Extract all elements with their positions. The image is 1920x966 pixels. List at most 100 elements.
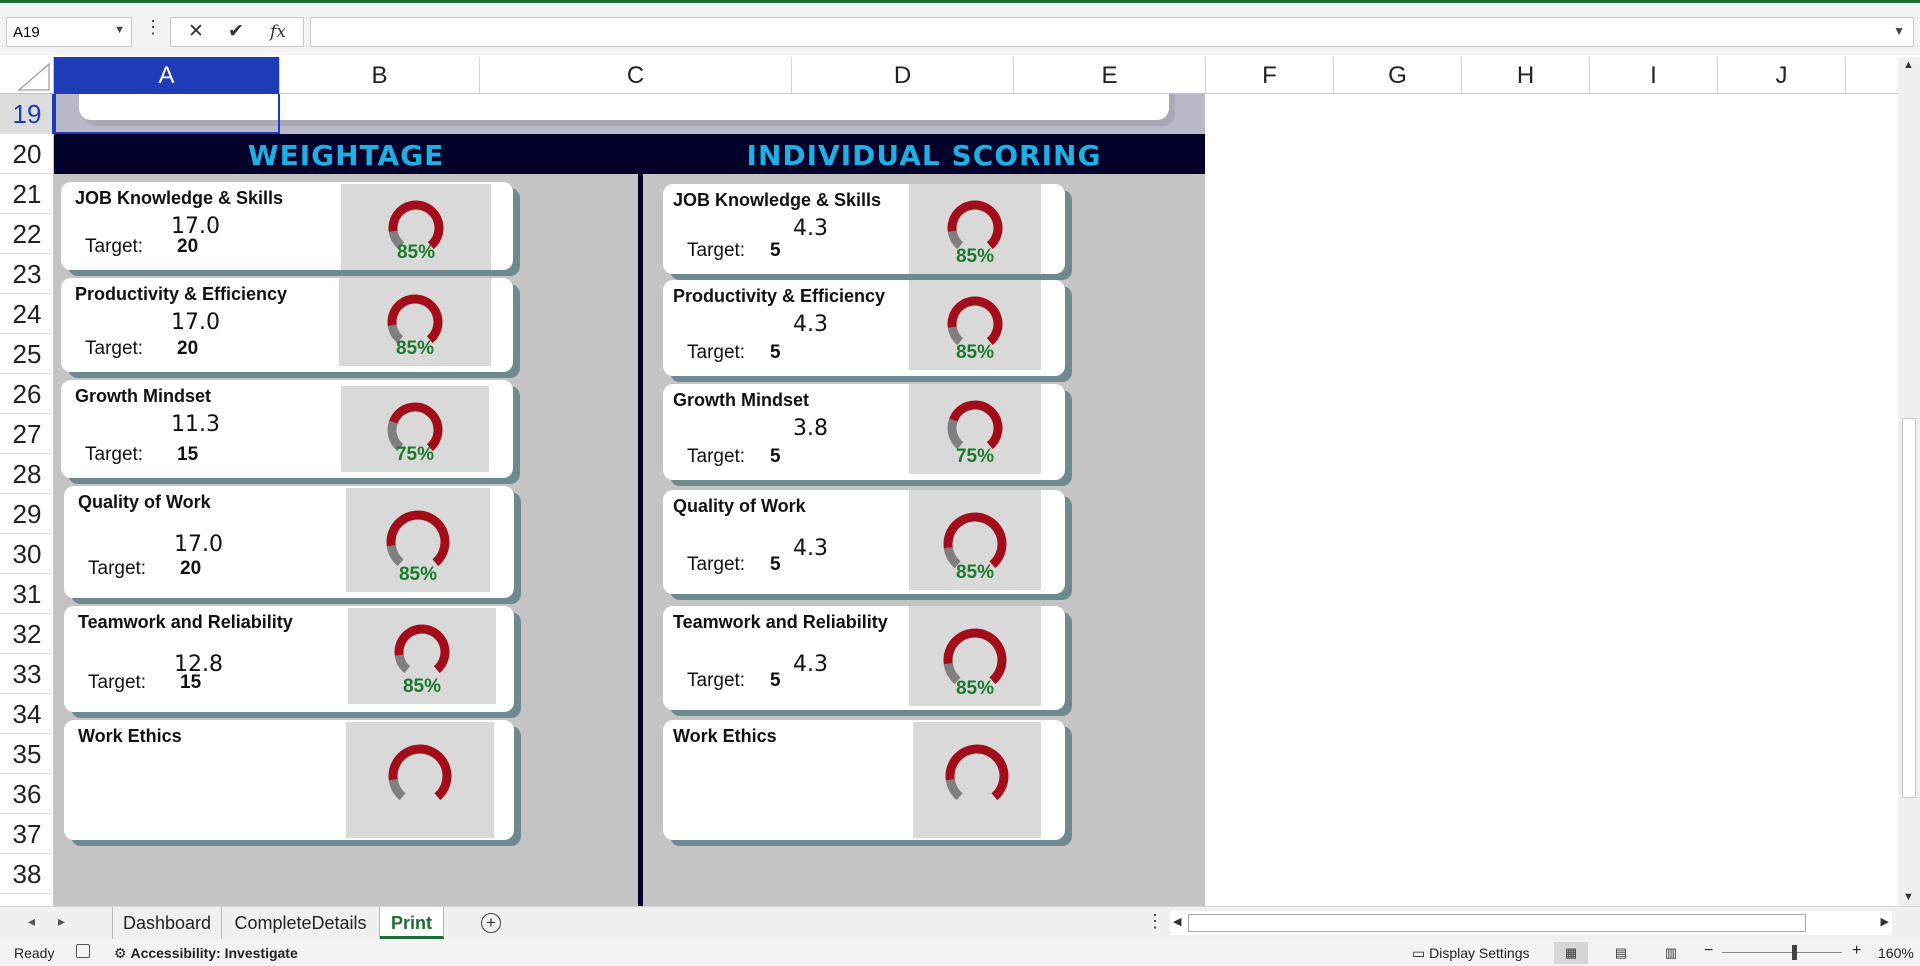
scroll-up-icon[interactable]: ▲ [1903, 59, 1914, 71]
zoom-in-icon[interactable]: + [1852, 942, 1862, 959]
name-box[interactable]: A19 ▼ [6, 17, 132, 47]
chevron-down-icon[interactable]: ▼ [114, 24, 125, 36]
cancel-icon[interactable]: ✕ [188, 21, 204, 42]
status-ready: Ready [14, 945, 55, 961]
vertical-scrollbar[interactable]: ▲ ▼ [1898, 57, 1920, 906]
scoring-card[interactable]: Work Ethics [663, 720, 1065, 840]
card-value: 4.3 [793, 536, 828, 561]
weightage-card[interactable]: Quality of Work 17.0 Target: 20 85% [64, 486, 514, 598]
scoring-card[interactable]: Quality of Work 4.3 Target: 5 85% [663, 490, 1065, 594]
row-header-20[interactable]: 20 [0, 134, 54, 174]
column-header-g[interactable]: G [1334, 57, 1462, 94]
card-title: Teamwork and Reliability [673, 612, 888, 632]
horizontal-scrollbar[interactable]: ◀ ▶ [1170, 911, 1892, 935]
target-label: Target: [687, 342, 746, 363]
enter-icon[interactable]: ✔ [228, 21, 244, 42]
target-value: 5 [770, 342, 781, 363]
row-header-31[interactable]: 31 [0, 574, 54, 614]
sheet-grid[interactable]: WEIGHTAGE INDIVIDUAL SCORING JOB Knowled… [54, 94, 1898, 906]
macro-record-icon[interactable] [76, 944, 90, 958]
card-value: 3.8 [793, 416, 828, 441]
accessibility-status[interactable]: ⚙ Accessibility: Investigate [114, 945, 298, 962]
weightage-card[interactable]: Work Ethics [64, 720, 514, 840]
target-value: 15 [180, 672, 202, 693]
row-header-36[interactable]: 36 [0, 774, 54, 814]
row-header-32[interactable]: 32 [0, 614, 54, 654]
weightage-card[interactable]: JOB Knowledge & Skills 17.0 Target: 20 85% [61, 182, 513, 270]
row-header-28[interactable]: 28 [0, 454, 54, 494]
card-value: 17.0 [171, 214, 220, 239]
scroll-down-icon[interactable]: ▼ [1903, 891, 1914, 903]
row-header-34[interactable]: 34 [0, 694, 54, 734]
column-header-e[interactable]: E [1014, 57, 1206, 94]
weightage-card[interactable]: Growth Mindset 11.3 Target: 15 75% [61, 380, 513, 478]
gauge-panel: 85% [909, 490, 1041, 590]
tab-options-icon[interactable]: ⋮ [1146, 911, 1164, 931]
scroll-right-icon[interactable]: ▶ [1880, 916, 1889, 928]
page-break-preview-icon[interactable]: ▥ [1664, 945, 1678, 960]
display-settings[interactable]: ▭ Display Settings [1412, 945, 1530, 962]
zoom-level[interactable]: 160% [1878, 945, 1914, 961]
target-value: 15 [177, 444, 199, 465]
expand-formula-icon[interactable]: ▼ [1893, 24, 1905, 38]
row-header-30[interactable]: 30 [0, 534, 54, 574]
row-header-24[interactable]: 24 [0, 294, 54, 334]
add-sheet-icon[interactable]: + [481, 913, 501, 933]
row-header-22[interactable]: 22 [0, 214, 54, 254]
next-sheet-icon[interactable]: ▸ [58, 913, 66, 929]
gauge-donut [388, 200, 444, 250]
weightage-card[interactable]: Productivity & Efficiency 17.0 Target: 20 85… [61, 278, 513, 372]
section-divider [638, 134, 643, 906]
zoom-out-icon[interactable]: − [1704, 942, 1714, 959]
card-value: 4.3 [793, 216, 828, 241]
column-header-d[interactable]: D [792, 57, 1014, 94]
scoring-card[interactable]: Productivity & Efficiency 4.3 Target: 5 85% [663, 280, 1065, 376]
normal-view-icon[interactable]: ▦ [1554, 942, 1588, 964]
horizontal-scroll-thumb[interactable] [1188, 914, 1806, 932]
column-header-j[interactable]: J [1718, 57, 1846, 94]
scoring-card[interactable]: Teamwork and Reliability 4.3 Target: 5 85% [663, 606, 1065, 710]
column-header-i[interactable]: I [1590, 57, 1718, 94]
scoring-card[interactable]: Growth Mindset 3.8 Target: 5 75% [663, 384, 1065, 480]
sheet-tab-completedetails[interactable]: CompleteDetails [222, 907, 380, 939]
target-value: 20 [180, 558, 202, 579]
row-header-23[interactable]: 23 [0, 254, 54, 294]
card-title: Teamwork and Reliability [78, 612, 293, 632]
insert-function-icon[interactable]: fx [270, 22, 286, 42]
column-header-c[interactable]: C [480, 57, 792, 94]
row-header-37[interactable]: 37 [0, 814, 54, 854]
gauge-percent: 85% [955, 342, 995, 363]
scroll-left-icon[interactable]: ◀ [1173, 916, 1182, 928]
row-header-19[interactable]: 19 [0, 94, 55, 134]
target-label: Target: [85, 444, 144, 465]
formula-input[interactable]: ▼ [310, 17, 1914, 47]
row-header-26[interactable]: 26 [0, 374, 54, 414]
gauge-remaining-arc [387, 420, 404, 452]
select-all-button[interactable] [0, 57, 54, 94]
column-header-f[interactable]: F [1206, 57, 1334, 94]
vertical-scroll-thumb[interactable] [1902, 418, 1916, 798]
row-header-25[interactable]: 25 [0, 334, 54, 374]
name-box-value: A19 [13, 24, 40, 41]
column-header-b[interactable]: B [280, 57, 480, 94]
row-header-33[interactable]: 33 [0, 654, 54, 694]
row-header-35[interactable]: 35 [0, 734, 54, 774]
column-header-h[interactable]: H [1462, 57, 1590, 94]
row-header-29[interactable]: 29 [0, 494, 54, 534]
row-header-27[interactable]: 27 [0, 414, 54, 454]
page-layout-icon[interactable]: ▤ [1614, 945, 1628, 960]
row-header-38[interactable]: 38 [0, 854, 54, 894]
zoom-slider[interactable] [1722, 952, 1842, 953]
row-header-21[interactable]: 21 [0, 174, 54, 214]
target-value: 5 [770, 554, 781, 575]
previous-sheet-icon[interactable]: ◂ [28, 913, 36, 929]
weightage-card[interactable]: Teamwork and Reliability 12.8 Target: 15 85% [64, 606, 514, 712]
more-options-icon[interactable]: ⋮ [144, 17, 162, 37]
sheet-tab-print[interactable]: Print [380, 907, 444, 939]
sheet-tab-dashboard[interactable]: Dashboard [112, 907, 222, 939]
target-label: Target: [85, 236, 144, 257]
scoring-card[interactable]: JOB Knowledge & Skills 4.3 Target: 5 85% [663, 184, 1065, 274]
gauge-panel: 85% [909, 280, 1041, 370]
column-header-a[interactable]: A [54, 57, 280, 94]
zoom-slider-thumb[interactable] [1792, 945, 1797, 960]
